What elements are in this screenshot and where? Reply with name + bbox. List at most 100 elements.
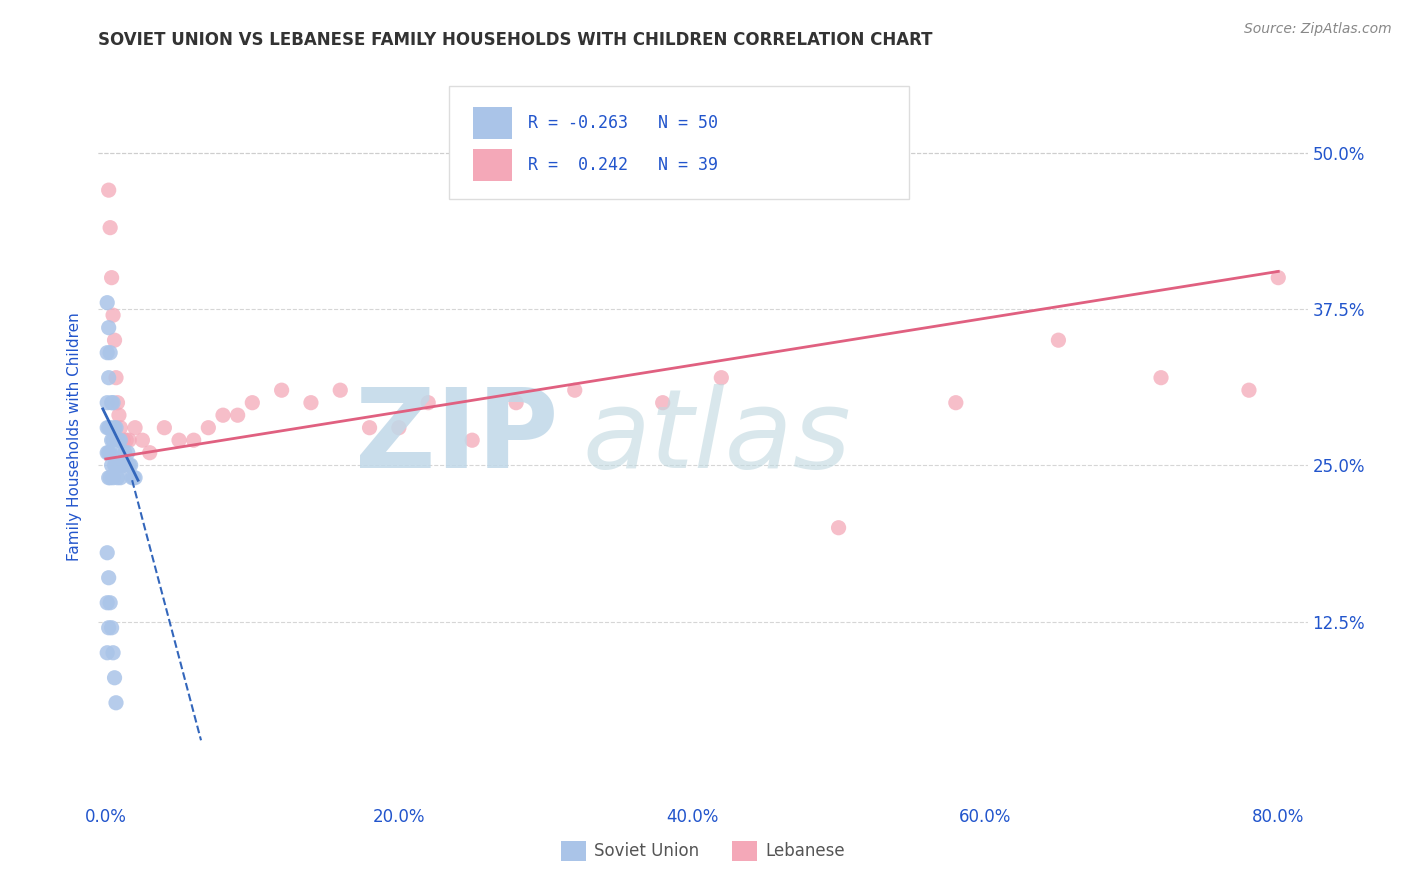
Point [98,220,121,235]
Point [107,471,129,485]
Point [98,345,121,359]
Point [138,446,160,460]
Point [115,434,138,448]
Point [710,370,733,384]
Point [240,395,263,409]
Point [124,420,146,434]
Point [105,458,128,473]
Point [505,395,527,409]
Point [115,458,138,473]
Point [96,596,118,610]
Point [107,434,129,448]
Text: Source: ZipAtlas.com: Source: ZipAtlas.com [1244,22,1392,37]
FancyBboxPatch shape [474,149,512,181]
Point [118,434,141,448]
Point [100,621,122,635]
Point [97,420,120,434]
Point [564,383,586,397]
Point [97,471,120,485]
Point [183,434,205,448]
Point [1047,333,1070,347]
Text: R = -0.263   N = 50: R = -0.263 N = 50 [527,114,717,132]
Point [1237,383,1260,397]
Point [96,546,118,560]
Point [101,308,124,322]
Point [131,434,153,448]
Point [98,420,121,434]
Point [118,458,141,473]
Point [100,395,122,409]
Point [96,446,118,460]
FancyBboxPatch shape [449,86,908,200]
Point [105,370,128,384]
Point [98,471,121,485]
Point [97,320,120,334]
Point [270,383,292,397]
Point [103,333,125,347]
Point [98,596,121,610]
Text: SOVIET UNION VS LEBANESE FAMILY HOUSEHOLDS WITH CHILDREN CORRELATION CHART: SOVIET UNION VS LEBANESE FAMILY HOUSEHOL… [98,31,934,49]
Point [97,446,120,460]
Point [97,621,120,635]
Point [111,446,134,460]
Text: ZIP: ZIP [354,384,558,491]
Point [112,434,135,448]
Point [108,408,131,422]
Point [1150,370,1173,384]
Point [329,383,352,397]
Point [100,434,122,448]
Point [945,395,967,409]
Point [1267,270,1289,285]
Point [97,571,120,585]
Point [101,646,124,660]
Point [110,434,132,448]
Point [98,446,121,460]
Point [212,408,235,422]
Point [107,395,129,409]
Point [96,295,118,310]
Point [226,408,249,422]
Point [418,395,440,409]
Point [108,458,131,473]
Point [122,471,145,485]
Text: atlas: atlas [582,384,851,491]
Point [96,345,118,359]
Point [97,183,120,197]
Point [103,671,125,685]
Legend: Soviet Union, Lebanese: Soviet Union, Lebanese [554,834,852,868]
Point [96,420,118,434]
Point [110,471,132,485]
Point [124,471,146,485]
Point [97,370,120,384]
Point [827,521,849,535]
Point [103,458,125,473]
Point [153,420,176,434]
Point [101,434,124,448]
Point [110,420,132,434]
Point [101,395,124,409]
Point [100,270,122,285]
Point [167,434,190,448]
Point [105,696,128,710]
Y-axis label: Family Households with Children: Family Households with Children [67,313,83,561]
Point [651,395,673,409]
Point [359,420,381,434]
Point [117,446,139,460]
Point [105,420,128,434]
Point [101,471,124,485]
Text: R =  0.242   N = 39: R = 0.242 N = 39 [527,156,717,174]
Point [108,434,131,448]
Point [121,471,143,485]
Point [114,446,136,460]
Point [197,420,219,434]
Point [388,420,411,434]
Point [299,395,322,409]
FancyBboxPatch shape [474,107,512,139]
Point [112,458,135,473]
Point [120,458,142,473]
Point [96,646,118,660]
Point [100,458,122,473]
Point [96,395,118,409]
Point [461,434,484,448]
Point [103,420,125,434]
